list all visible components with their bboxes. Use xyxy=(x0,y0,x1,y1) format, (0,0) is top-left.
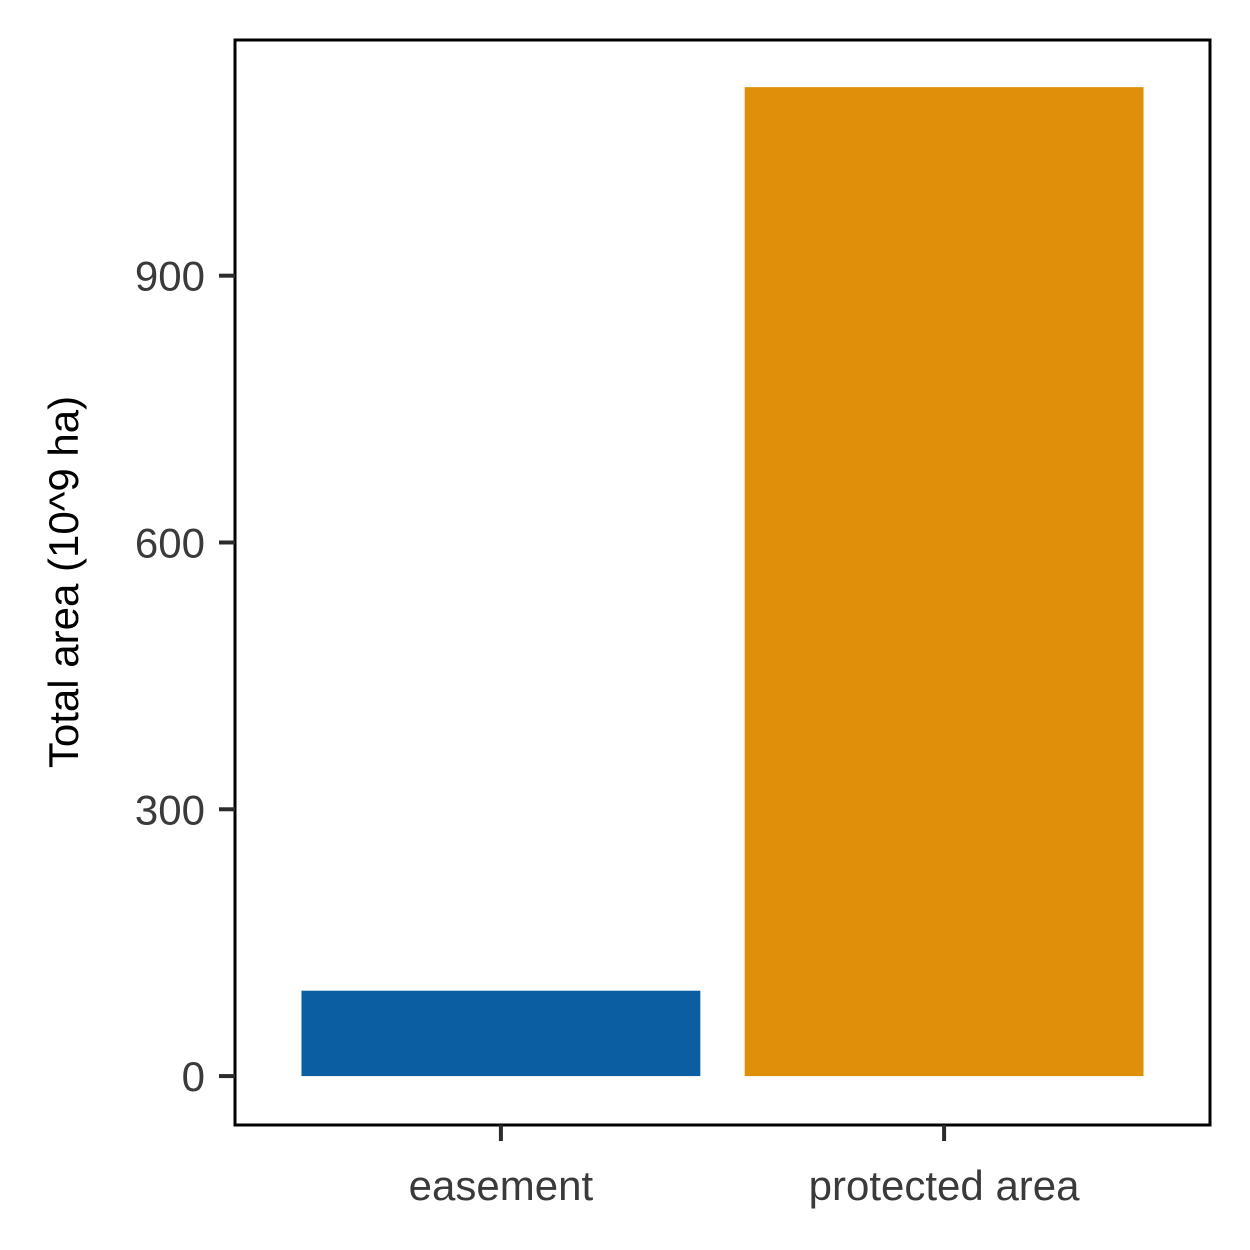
x-tick-label: protected area xyxy=(809,1162,1080,1209)
y-tick-label: 0 xyxy=(182,1053,205,1100)
bar-easement xyxy=(301,990,701,1077)
y-tick-label: 300 xyxy=(135,786,205,833)
y-axis: 0 300 600 900 xyxy=(135,253,235,1100)
y-axis-title: Total area (10^9 ha) xyxy=(40,396,87,768)
bar-protected-area xyxy=(744,87,1144,1077)
plot-panel-border xyxy=(233,38,1212,1127)
y-tick-label: 900 xyxy=(135,253,205,300)
x-axis: easement protected area xyxy=(409,1125,1080,1209)
x-tick-label: easement xyxy=(409,1162,594,1209)
y-tick-label: 600 xyxy=(135,519,205,566)
bars-group xyxy=(301,87,1144,1077)
